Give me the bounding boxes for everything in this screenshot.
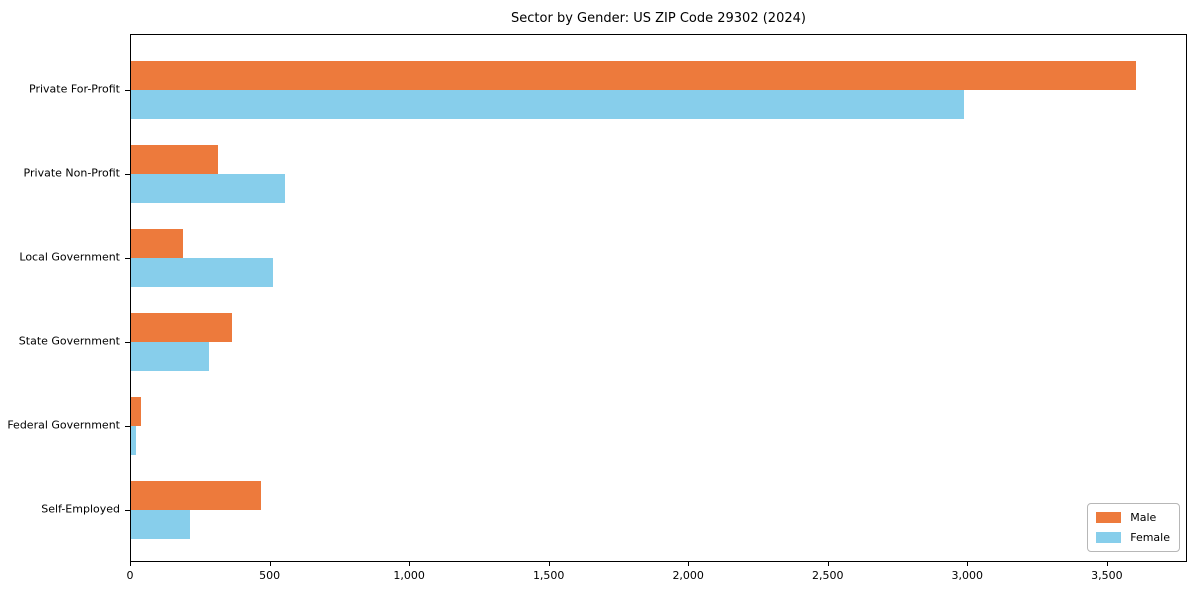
y-tick-local-government <box>125 257 131 259</box>
legend-item-female: Female <box>1096 531 1170 544</box>
y-tick-private-non-profit <box>125 173 131 175</box>
y-tick-state-government <box>125 341 131 343</box>
y-tick-private-for-profit <box>125 89 131 91</box>
y-axis-labels: Private For-Profit Private Non-Profit Loca… <box>0 34 130 560</box>
y-label-state-government: State Government <box>18 334 120 348</box>
x-label-500: 500 <box>259 569 281 582</box>
x-label-2000: 2,000 <box>672 569 704 582</box>
y-label-self-employed: Self-Employed <box>41 502 120 516</box>
x-tick-3000 <box>967 561 969 566</box>
y-tick-self-employed <box>125 509 131 511</box>
x-label-0: 0 <box>126 569 134 582</box>
x-axis: 0 500 1,000 1,500 2,000 2,500 3,000 3,500 <box>126 561 1187 591</box>
y-label-private-for-profit: Private For-Profit <box>29 82 120 96</box>
bar-male-self-employed <box>131 481 261 510</box>
bar-male-local-government <box>131 229 183 258</box>
legend: Male Female <box>1087 503 1180 552</box>
x-tick-500 <box>269 561 271 566</box>
x-label-3500: 3,500 <box>1091 569 1123 582</box>
bar-male-private-non-profit <box>131 145 218 174</box>
x-tick-0 <box>130 561 132 566</box>
x-label-3000: 3,000 <box>951 569 984 582</box>
x-tick-1000 <box>409 561 411 566</box>
bar-female-state-government <box>131 342 210 371</box>
bar-male-state-government <box>131 313 232 342</box>
y-label-federal-government: Federal Government <box>7 418 120 432</box>
male-color-swatch <box>1096 512 1122 523</box>
chart-title: Sector by Gender: US ZIP Code 29302 (202… <box>511 11 806 26</box>
x-tick-3500 <box>1106 561 1109 566</box>
y-tick-federal-government <box>125 425 131 427</box>
legend-label-male: Male <box>1130 511 1157 524</box>
legend-label-female: Female <box>1130 531 1170 544</box>
legend-item-male: Male <box>1096 511 1170 524</box>
bar-male-federal-government <box>131 397 141 426</box>
x-label-1500: 1,500 <box>532 569 565 582</box>
female-color-swatch <box>1096 532 1122 543</box>
bar-female-self-employed <box>131 510 190 539</box>
bar-female-private-for-profit <box>131 90 965 119</box>
bar-male-private-for-profit <box>131 61 1136 90</box>
plot-area: Male Female <box>125 34 1187 562</box>
x-tick-2500 <box>827 561 829 566</box>
bar-female-private-non-profit <box>131 174 285 203</box>
y-label-local-government: Local Government <box>19 250 120 264</box>
bar-female-federal-government <box>131 426 136 455</box>
x-tick-2000 <box>688 561 690 566</box>
x-tick-1500 <box>548 561 550 566</box>
bar-female-local-government <box>131 258 274 287</box>
y-label-private-non-profit: Private Non-Profit <box>23 166 120 180</box>
x-label-1000: 1,000 <box>393 569 425 582</box>
x-label-2500: 2,500 <box>812 569 844 582</box>
